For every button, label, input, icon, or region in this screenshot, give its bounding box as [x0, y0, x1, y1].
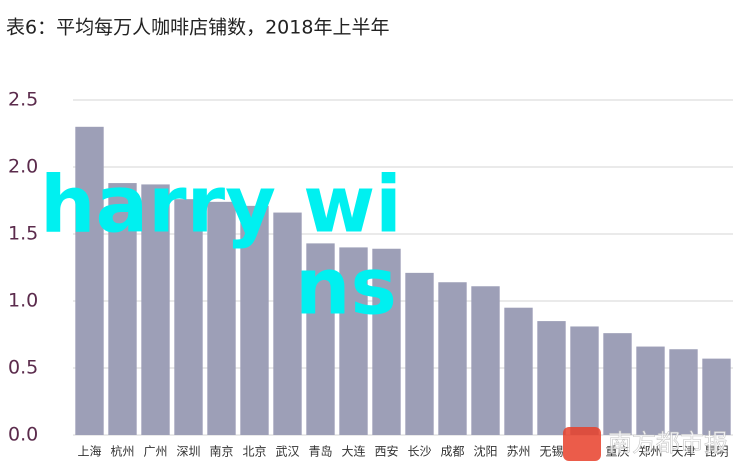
chart-title: 表6：平均每万人咖啡店铺数，2018年上半年: [6, 17, 389, 39]
x-tick-label: 上海: [77, 444, 101, 459]
bar: [240, 205, 269, 435]
bar: [75, 126, 104, 436]
y-tick-label: 1.5: [8, 223, 38, 245]
x-tick-label: 无锡: [539, 444, 563, 459]
bar: [504, 307, 533, 435]
x-tick-label: 北京: [242, 445, 266, 459]
bar: [471, 286, 500, 435]
bar: [141, 184, 170, 435]
bar: [603, 333, 632, 435]
watermark: ns: [295, 242, 397, 332]
x-tick-label: 天津: [671, 445, 695, 459]
x-tick-label: 苏州: [506, 445, 530, 459]
y-tick-label: 2.0: [8, 156, 38, 178]
x-tick-label: 南京: [209, 444, 233, 459]
bar: [339, 247, 368, 435]
x-tick-label: 成都: [440, 445, 464, 459]
bar: [372, 248, 401, 435]
x-tick-label: 武汉: [275, 445, 299, 459]
bar: [537, 321, 566, 435]
bar: [207, 201, 236, 435]
bar: [405, 272, 434, 435]
bar: [438, 282, 467, 435]
bar: [669, 349, 698, 435]
logo-text: 南方都市报: [608, 429, 728, 457]
x-tick-label: 深圳: [176, 445, 200, 459]
y-tick-label: 2.5: [8, 89, 38, 111]
watermark: harry wi: [40, 160, 402, 250]
x-tick-label: 青岛: [308, 444, 332, 459]
y-tick-label: 0.0: [8, 424, 38, 446]
bar: [636, 346, 665, 435]
logo-icon: [563, 427, 601, 461]
x-tick-label: 沈阳: [473, 444, 497, 459]
bar: [570, 326, 599, 435]
x-tick-label: 杭州: [110, 444, 134, 459]
x-tick-label: 长沙: [407, 445, 431, 459]
y-tick-label: 1.0: [8, 290, 38, 312]
x-tick-label: 重庆: [605, 445, 629, 459]
bar: [306, 243, 335, 435]
x-tick-label: 昆明: [704, 445, 728, 459]
bar: [273, 212, 302, 435]
bar: [174, 199, 203, 435]
x-tick-label: 大连: [341, 444, 365, 459]
y-tick-label: 0.5: [8, 357, 38, 379]
bar: [108, 183, 137, 435]
bar: [702, 358, 731, 435]
x-tick-label: 郑州: [638, 444, 662, 459]
x-tick-label: 西安: [374, 444, 398, 459]
x-tick-label: 广州: [143, 445, 167, 459]
